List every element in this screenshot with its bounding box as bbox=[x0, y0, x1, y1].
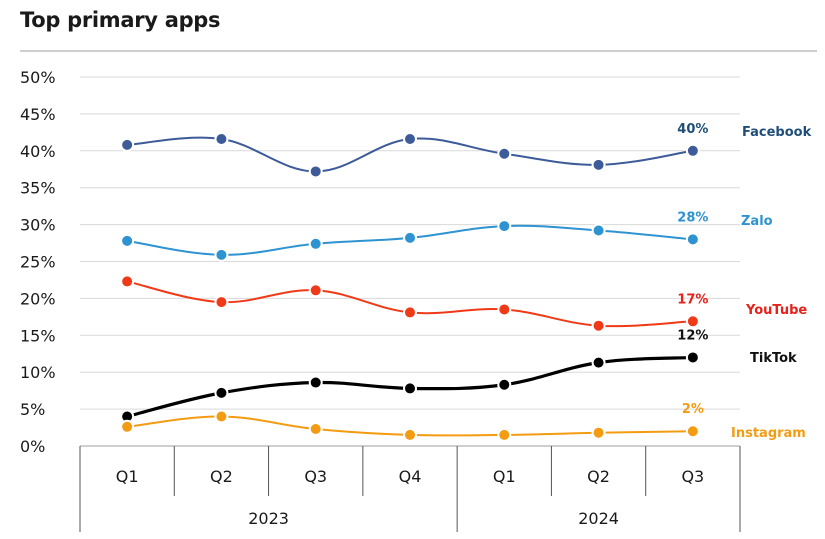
y-tick-label: 40% bbox=[20, 142, 56, 161]
instagram-point bbox=[591, 425, 606, 440]
y-tick-label: 50% bbox=[20, 68, 56, 87]
zalo-point bbox=[403, 230, 417, 245]
tiktok-point bbox=[308, 375, 323, 390]
facebook-point bbox=[214, 131, 229, 146]
zalo-point bbox=[308, 236, 323, 251]
y-tick-label: 25% bbox=[20, 253, 56, 272]
instagram-point bbox=[308, 422, 323, 437]
instagram-point bbox=[120, 419, 135, 434]
y-tick-label: 5% bbox=[20, 400, 45, 419]
youtube-point bbox=[214, 295, 229, 310]
facebook-point bbox=[685, 143, 700, 158]
x-tick-label: Q2 bbox=[210, 467, 233, 486]
instagram-point bbox=[497, 427, 512, 442]
instagram-point bbox=[403, 427, 417, 442]
youtube-point bbox=[120, 274, 135, 289]
youtube-point bbox=[497, 302, 512, 317]
y-axis: 0% 5% 10% 15% 20% 25% 30% 35% 40% 45% 50% bbox=[20, 68, 56, 456]
y-tick-label: 35% bbox=[20, 179, 56, 198]
tiktok-value-label: 12% bbox=[677, 328, 708, 343]
series-points bbox=[120, 131, 700, 442]
x-tick-label: Q2 bbox=[587, 467, 610, 486]
gridlines bbox=[80, 76, 740, 410]
youtube-line bbox=[126, 280, 694, 328]
tiktok-point bbox=[214, 385, 229, 400]
tiktok-point bbox=[591, 355, 606, 370]
facebook-series-label: Facebook bbox=[742, 125, 812, 140]
youtube-point bbox=[308, 283, 323, 298]
zalo-point bbox=[591, 223, 606, 238]
x-tick-label: Q4 bbox=[399, 467, 422, 486]
instagram-series-label: Instagram bbox=[731, 426, 806, 441]
tiktok-point bbox=[403, 381, 417, 396]
tiktok-series-label: TikTok bbox=[750, 351, 797, 366]
tiktok-point bbox=[685, 350, 700, 365]
facebook-value-label: 40% bbox=[677, 122, 708, 137]
youtube-value-label: 17% bbox=[677, 292, 708, 307]
y-tick-label: 0% bbox=[20, 437, 45, 456]
youtube-series-label: YouTube bbox=[745, 303, 807, 318]
facebook-point bbox=[403, 131, 417, 146]
zalo-series-label: Zalo bbox=[741, 214, 773, 229]
x-axis: Q1 Q2 Q3 Q4 Q1 Q2 Q3 2023 2024 bbox=[79, 445, 741, 532]
x-tick-label: Q3 bbox=[681, 467, 704, 486]
series-labels: 40% Facebook 28% Zalo 17% YouTube 12% TikTok 2% I… bbox=[677, 122, 811, 441]
zalo-value-label: 28% bbox=[677, 210, 708, 225]
x-tick-label: Q1 bbox=[493, 467, 516, 486]
x-group-label: 2024 bbox=[578, 509, 619, 528]
y-tick-label: 30% bbox=[20, 216, 56, 235]
y-tick-label: 15% bbox=[20, 326, 56, 345]
instagram-point bbox=[214, 409, 229, 424]
x-group-label: 2023 bbox=[248, 509, 289, 528]
youtube-point bbox=[403, 305, 417, 320]
zalo-point bbox=[120, 233, 135, 248]
youtube-point bbox=[685, 314, 700, 329]
x-tick-label: Q3 bbox=[304, 467, 327, 486]
facebook-point bbox=[497, 146, 512, 161]
y-tick-label: 20% bbox=[20, 289, 56, 308]
y-tick-label: 10% bbox=[20, 363, 56, 382]
zalo-point bbox=[214, 247, 229, 262]
instagram-point bbox=[685, 424, 700, 439]
youtube-point bbox=[591, 318, 606, 333]
instagram-value-label: 2% bbox=[682, 402, 704, 417]
facebook-point bbox=[308, 164, 323, 179]
facebook-point bbox=[591, 157, 606, 172]
facebook-point bbox=[120, 137, 135, 152]
x-tick-label: Q1 bbox=[116, 467, 139, 486]
y-tick-label: 45% bbox=[20, 105, 56, 124]
zalo-point bbox=[497, 219, 512, 234]
title-divider bbox=[20, 50, 817, 52]
zalo-point bbox=[685, 232, 700, 247]
chart-title: Top primary apps bbox=[20, 8, 221, 32]
tiktok-point bbox=[497, 377, 512, 392]
